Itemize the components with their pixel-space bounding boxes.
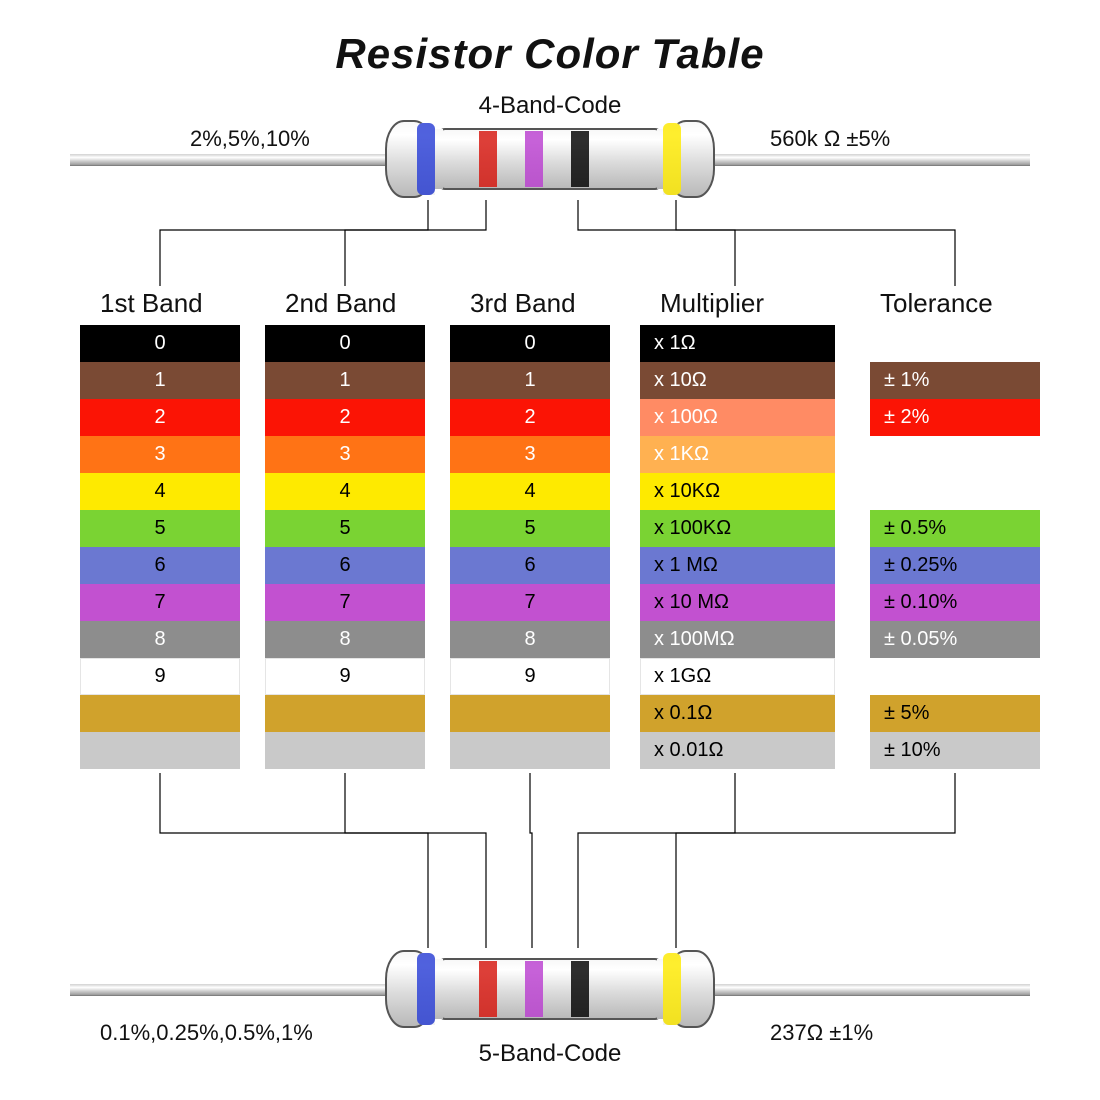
bottom-subtitle: 5-Band-Code [0,1040,1100,1068]
bottom-wire-left [70,984,390,996]
bottom-resistor [385,950,715,1033]
guide-lines-bottom [0,0,1100,1100]
bottom-wire-right [710,984,1030,996]
